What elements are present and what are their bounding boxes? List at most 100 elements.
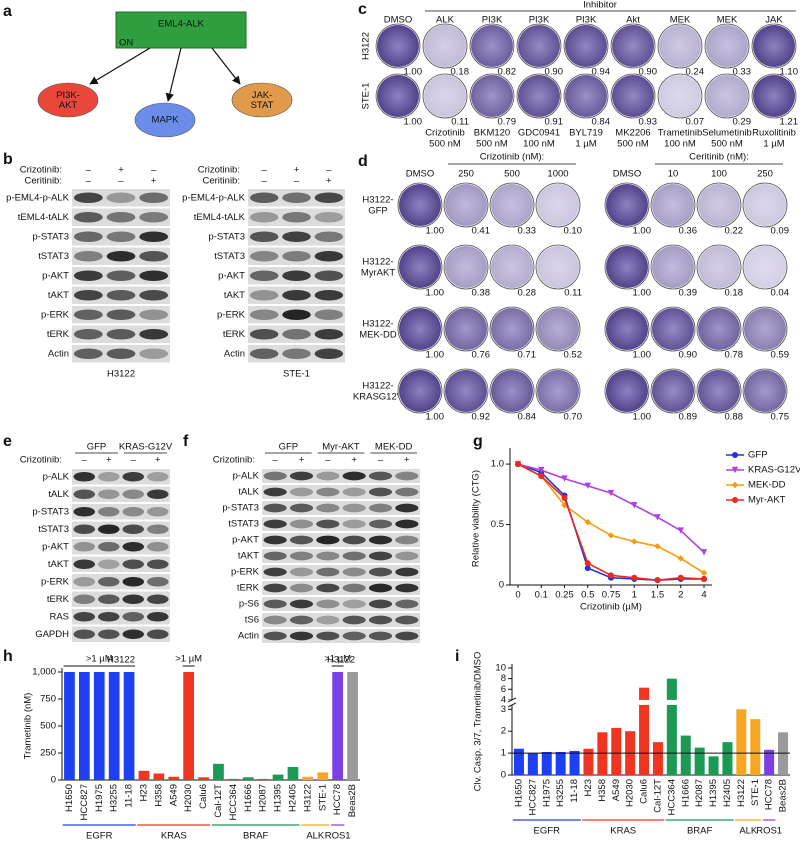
- bar: [666, 678, 677, 775]
- drug-name: MK2206: [615, 128, 650, 139]
- blot-band: [146, 507, 169, 517]
- point: [515, 461, 521, 468]
- plate-value: 0.84: [518, 412, 537, 423]
- blot-band: [314, 192, 344, 204]
- blot-band: [368, 583, 393, 593]
- blot-band: [122, 629, 145, 639]
- blot-row-label: p-AKT: [232, 535, 259, 546]
- bar: [108, 672, 120, 780]
- row-label-line: MyrAKT: [361, 267, 396, 278]
- plate-colonies: [698, 246, 740, 288]
- effector-node: [231, 82, 293, 118]
- treatment-sign: +: [326, 176, 332, 187]
- blot-band: [73, 629, 96, 639]
- plate-value: 0.39: [679, 288, 698, 299]
- blot-band: [314, 328, 344, 340]
- blot-row-label: RAS: [49, 611, 69, 622]
- blot-band: [282, 328, 311, 340]
- plate-value: 0.59: [771, 350, 790, 361]
- bar: [183, 672, 195, 780]
- plate-value: 0.22: [725, 226, 744, 237]
- plate-colonies: [606, 184, 648, 226]
- x-tick-label: HCC827: [79, 784, 90, 820]
- x-tick-label: H2405: [287, 784, 298, 812]
- plate-value: 1.00: [633, 288, 652, 299]
- blot-band: [139, 309, 169, 321]
- blot-band: [73, 524, 96, 534]
- blot-band: [316, 519, 340, 529]
- treatment-sign: –: [262, 165, 268, 176]
- blot-band: [316, 551, 340, 561]
- blot-band: [395, 599, 419, 609]
- arrow: [165, 47, 182, 102]
- cell-line-label: H3122: [107, 655, 135, 666]
- blot-band: [395, 471, 419, 481]
- blot-row-label: p-STAT3: [32, 506, 69, 517]
- blot-band: [289, 535, 314, 545]
- blot-band: [368, 551, 393, 561]
- plate-value: 0.90: [639, 67, 658, 78]
- bar: [272, 774, 284, 780]
- treatment-sign: –: [82, 455, 88, 466]
- x-tick-label: 1: [632, 590, 637, 601]
- panel-label: b: [3, 151, 13, 168]
- plate-colonies: [445, 308, 487, 350]
- x-tick-label: Cal-12T: [213, 784, 224, 818]
- blot-band: [139, 231, 169, 243]
- drug-dose: 100 nM: [664, 139, 696, 150]
- plate-value: 0.10: [564, 226, 583, 237]
- drug-dose: 1 µM: [763, 139, 784, 150]
- x-tick-label: H358: [597, 779, 608, 802]
- plate-value: 0.92: [472, 412, 491, 423]
- blot-strip: [72, 486, 170, 502]
- x-tick-label: H3122: [302, 784, 313, 812]
- x-tick-label: 2: [678, 590, 683, 601]
- x-tick-label: H3255: [109, 784, 120, 812]
- x-tick-label: 0.25: [555, 590, 574, 601]
- bar: [153, 773, 165, 780]
- blot-band: [122, 594, 145, 604]
- treatment-sign: –: [378, 455, 384, 466]
- blot-band: [368, 535, 393, 545]
- blot-row-label: p-ERK: [217, 309, 246, 320]
- bar: [555, 752, 566, 775]
- blot-band: [342, 471, 366, 481]
- x-tick-label: 0: [515, 590, 520, 601]
- group-label: ROS1: [325, 831, 351, 842]
- panel-label: c: [358, 1, 367, 18]
- x-tick-label: H23: [138, 784, 149, 801]
- row-label: H3122: [361, 32, 372, 60]
- effector-label-line: PI3K-: [56, 90, 80, 101]
- x-tick-label: Beas2B: [778, 779, 789, 812]
- blot-row-label: p-STAT3: [208, 231, 245, 242]
- plate-value: 1.00: [633, 226, 652, 237]
- bar: [708, 756, 719, 775]
- point: [631, 502, 638, 509]
- plate-colonies: [606, 370, 648, 412]
- group-label: ALK: [306, 831, 325, 842]
- x-tick-label: H1650: [64, 784, 75, 812]
- blot-band: [106, 328, 136, 340]
- blot-band: [73, 250, 103, 262]
- drug-header: Ceritinib (nM):: [689, 152, 749, 163]
- blot-band: [282, 270, 311, 282]
- y-tick-label: 250: [40, 748, 56, 759]
- x-tick-label: H1666: [680, 779, 691, 807]
- target-label: ALK: [436, 15, 455, 26]
- blot-band: [106, 231, 136, 243]
- group-label: EGFR: [534, 826, 561, 837]
- x-tick-label: H2087: [694, 779, 705, 807]
- target-label: PI3K: [576, 15, 597, 26]
- blot-band: [316, 503, 340, 513]
- blot-band: [97, 472, 120, 482]
- blot-band: [122, 559, 145, 569]
- blot-band: [263, 583, 287, 593]
- point: [561, 475, 568, 482]
- plate-value: 0.52: [564, 350, 583, 361]
- bar: [213, 763, 224, 780]
- blot-band: [282, 231, 311, 243]
- legend-marker: [731, 466, 739, 474]
- treatment-sign: +: [106, 455, 112, 466]
- blot-band: [368, 503, 393, 513]
- row-label: H3122-GFP: [362, 194, 393, 216]
